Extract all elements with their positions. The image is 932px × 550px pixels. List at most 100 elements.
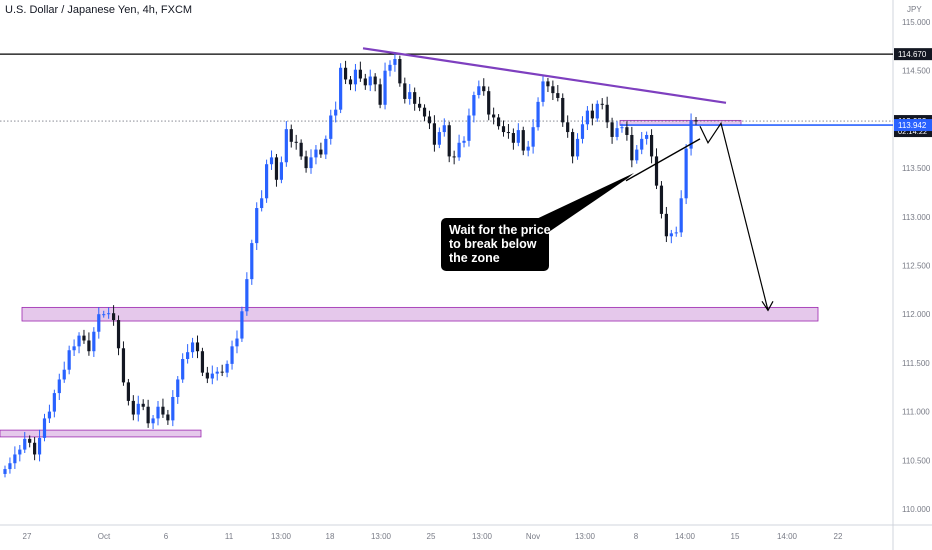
candle-body [210, 373, 214, 379]
candle-body [3, 469, 7, 474]
candle-body [521, 130, 525, 151]
candle-body [388, 64, 392, 71]
candle-body [482, 86, 486, 92]
time-tick-label: 15 [731, 532, 740, 541]
candle-body [368, 76, 372, 86]
price-tag [894, 48, 932, 61]
candle-body [447, 125, 451, 157]
currency-label: JPY [907, 5, 922, 14]
candle-body [28, 438, 32, 443]
candle-body [689, 120, 693, 149]
symbol-title: U.S. Dollar / Japanese Yen, 4h, FXCM [5, 4, 193, 16]
candle-body [645, 134, 649, 139]
candle-body [506, 132, 511, 134]
candle-body [408, 92, 412, 99]
price-tick-label: 112.000 [902, 310, 931, 319]
candle-body [353, 69, 358, 85]
candle-body [67, 350, 71, 370]
candle-body [260, 198, 264, 209]
price-tag-label: 113.942 [898, 121, 927, 130]
candle-body [373, 76, 377, 85]
time-tick-label: Oct [98, 532, 111, 541]
candle-body [630, 134, 634, 161]
candle-body [531, 127, 535, 147]
candle-body [580, 124, 585, 139]
price-tag-label: 114.670 [898, 50, 927, 59]
candle-body [403, 83, 407, 99]
candle-body [605, 104, 609, 123]
candle-body [314, 149, 318, 158]
candle-body [141, 403, 145, 407]
time-tick-label: 13:00 [472, 532, 493, 541]
candle-body [610, 122, 614, 137]
candle-body [511, 133, 515, 143]
candle-body [659, 185, 664, 214]
candle-body [92, 331, 96, 352]
candle-body [348, 79, 353, 85]
candle-body [107, 313, 111, 315]
candle-body [324, 138, 328, 155]
candle-body [77, 335, 81, 347]
candle-body [561, 97, 565, 123]
candle-body [640, 138, 644, 150]
candle-body [176, 379, 180, 397]
candle-body [166, 414, 170, 421]
candle-body [664, 213, 668, 237]
candle-body [116, 320, 121, 349]
candle-body [585, 110, 590, 125]
candle-body [42, 418, 47, 438]
price-tick-label: 113.500 [902, 164, 931, 173]
candle-body [496, 117, 501, 127]
candle-body [556, 93, 560, 98]
candle-body [294, 141, 298, 143]
price-tick-label: 112.500 [902, 262, 931, 271]
candle-body [52, 393, 56, 412]
candle-body [487, 91, 491, 115]
candle-body [492, 114, 496, 118]
candle-body [146, 406, 150, 424]
candle-body [190, 342, 195, 353]
candle-body [551, 86, 555, 94]
candle-body [304, 156, 308, 169]
candle-body [329, 115, 333, 139]
candle-body [111, 313, 116, 321]
candle-body [126, 382, 130, 401]
candle-body [358, 69, 362, 79]
time-tick-label: 14:00 [777, 532, 798, 541]
candle-body [284, 129, 288, 163]
price-tick-label: 110.500 [902, 456, 931, 465]
price-zone [0, 429, 202, 438]
candle-body [684, 148, 688, 199]
projection-arrowhead [761, 300, 774, 312]
candle-body [205, 372, 209, 379]
candle-body [654, 156, 659, 186]
candle-body [452, 156, 456, 158]
price-tick-label: 111.500 [902, 359, 930, 368]
candle-body [13, 454, 17, 464]
candle-body [225, 363, 229, 373]
time-tick-label: 13:00 [271, 532, 292, 541]
candle-body [57, 379, 61, 394]
candle-body [526, 146, 530, 151]
time-tick-label: 11 [225, 532, 234, 541]
time-tick-label: 6 [164, 532, 169, 541]
candle-body [462, 140, 466, 143]
candle-body [289, 129, 293, 142]
candle-body [264, 164, 269, 199]
candle-body [398, 59, 402, 84]
candle-body [378, 84, 382, 105]
candle-body [200, 351, 205, 373]
candle-body [437, 132, 441, 145]
candle-body [8, 463, 12, 470]
price-zone [21, 306, 819, 322]
upper-trendline [362, 47, 727, 104]
countdown-label: 02:14:22 [898, 127, 927, 136]
candle-body [33, 442, 37, 455]
candle-body [240, 311, 244, 339]
candle-body [694, 120, 698, 122]
candle-body [279, 162, 283, 180]
candle-body [457, 142, 461, 158]
time-tick-label: 22 [834, 532, 843, 541]
lower-trendline [625, 138, 701, 182]
